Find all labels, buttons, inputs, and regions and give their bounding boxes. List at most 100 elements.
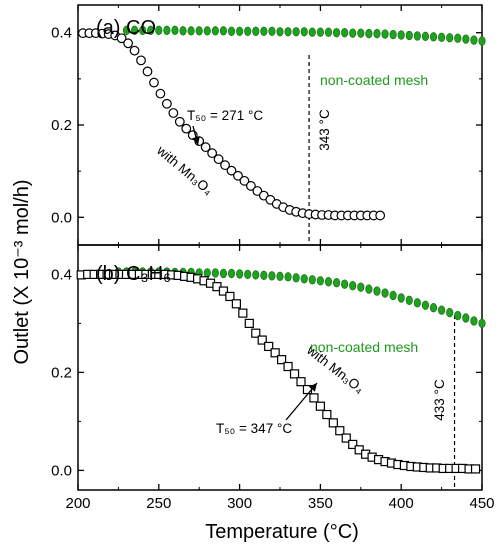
data-point-noncoated — [130, 25, 139, 36]
data-point-noncoated — [332, 278, 341, 288]
data-point-noncoated — [437, 305, 446, 315]
x-tick-label: 250 — [146, 495, 171, 512]
x-tick-label: 300 — [227, 495, 252, 512]
data-point-mn3o4 — [296, 377, 306, 387]
data-point-mn3o4 — [174, 116, 185, 127]
data-point-noncoated — [292, 27, 300, 37]
data-point-noncoated — [187, 26, 195, 36]
data-point-noncoated — [308, 275, 316, 285]
data-point-mn3o4 — [220, 160, 230, 171]
data-point-noncoated — [236, 269, 244, 279]
data-point-mn3o4 — [270, 348, 280, 358]
data-point-mn3o4 — [231, 299, 241, 309]
data-point-mn3o4 — [328, 418, 338, 428]
data-point-mn3o4 — [181, 123, 192, 134]
data-point-mn3o4 — [225, 291, 235, 302]
x-tick-label: 450 — [469, 495, 494, 512]
data-point-noncoated — [341, 279, 349, 289]
x-tick-label: 400 — [389, 495, 414, 512]
data-point-noncoated — [478, 318, 486, 329]
data-point-noncoated — [429, 32, 438, 42]
y-tick-label: 0.4 — [51, 266, 72, 283]
data-point-mn3o4 — [213, 154, 224, 165]
data-point-mn3o4 — [123, 38, 133, 49]
panel-b-t50-label: T₅₀ = 347 °C — [216, 421, 292, 436]
data-point-noncoated — [284, 27, 292, 37]
data-point-noncoated — [284, 272, 292, 282]
data-point-mn3o4 — [315, 401, 325, 411]
data-point-mn3o4 — [233, 170, 243, 181]
x-tick-label: 200 — [65, 495, 90, 512]
data-point-noncoated — [244, 26, 252, 37]
data-point-mn3o4 — [207, 148, 218, 159]
data-point-noncoated — [413, 298, 421, 308]
data-point-noncoated — [357, 282, 365, 292]
data-point-noncoated — [219, 26, 228, 36]
data-point-noncoated — [122, 25, 131, 36]
y-tick-label: 0.0 — [51, 462, 72, 479]
x-tick-label: 350 — [308, 495, 333, 512]
data-point-noncoated — [357, 28, 365, 38]
data-point-mn3o4 — [264, 341, 274, 352]
data-point-mn3o4 — [289, 369, 300, 379]
data-point-noncoated — [211, 26, 219, 36]
data-point-noncoated — [373, 286, 381, 296]
data-point-noncoated — [236, 26, 244, 37]
data-point-noncoated — [227, 26, 236, 37]
data-point-mn3o4 — [348, 439, 358, 450]
data-point-noncoated — [292, 273, 300, 283]
data-point-noncoated — [397, 293, 405, 303]
data-point-noncoated — [341, 27, 349, 38]
data-point-noncoated — [316, 276, 324, 286]
data-point-mn3o4 — [277, 355, 287, 365]
data-point-noncoated — [324, 27, 333, 37]
data-point-noncoated — [252, 26, 260, 37]
y-axis-label: Outlet (X 10⁻³ mol/h) — [11, 179, 33, 364]
data-point-mn3o4 — [257, 335, 267, 345]
panel-a-title: (a) CO — [96, 17, 156, 39]
data-point-mn3o4 — [244, 318, 254, 328]
data-point-mn3o4 — [149, 77, 159, 88]
data-point-mn3o4 — [309, 393, 319, 403]
data-point-mn3o4 — [283, 361, 293, 372]
data-point-noncoated — [203, 26, 211, 36]
data-point-noncoated — [478, 36, 486, 46]
data-point-noncoated — [429, 303, 438, 313]
data-point-noncoated — [462, 313, 470, 323]
data-point-mn3o4 — [246, 181, 256, 191]
data-point-noncoated — [332, 27, 341, 38]
y-tick-label: 0.4 — [51, 25, 72, 42]
data-point-noncoated — [405, 30, 413, 41]
data-point-noncoated — [179, 26, 187, 36]
data-point-mn3o4 — [341, 433, 351, 443]
data-point-mn3o4 — [226, 165, 237, 176]
data-point-mn3o4 — [155, 88, 166, 99]
data-point-noncoated — [260, 270, 268, 281]
data-point-noncoated — [219, 268, 228, 279]
data-point-noncoated — [365, 284, 373, 294]
data-point-noncoated — [470, 35, 478, 45]
data-point-mn3o4 — [142, 66, 153, 77]
panel-b-title: (b) C₃H₆ — [96, 263, 171, 285]
data-point-noncoated — [462, 34, 470, 44]
data-point-noncoated — [454, 33, 462, 43]
data-point-noncoated — [454, 310, 462, 321]
data-point-noncoated — [389, 290, 397, 301]
data-point-noncoated — [260, 26, 268, 37]
data-point-noncoated — [227, 268, 236, 279]
data-point-noncoated — [405, 295, 413, 306]
data-point-mn3o4 — [252, 186, 263, 196]
data-point-noncoated — [381, 288, 389, 298]
data-point-noncoated — [139, 25, 147, 36]
t50-arrow-line — [285, 382, 318, 421]
data-point-noncoated — [437, 32, 446, 43]
data-point-noncoated — [155, 25, 163, 36]
panel-b-green-label: non-coated mesh — [310, 339, 418, 355]
panel-a-t50-label: T₅₀ = 271 °C — [187, 108, 263, 123]
data-point-noncoated — [300, 27, 308, 37]
data-point-noncoated — [446, 307, 454, 318]
data-point-mn3o4 — [239, 175, 250, 186]
x-axis-label: Temperature (°C) — [205, 521, 359, 543]
data-point-noncoated — [413, 31, 421, 41]
